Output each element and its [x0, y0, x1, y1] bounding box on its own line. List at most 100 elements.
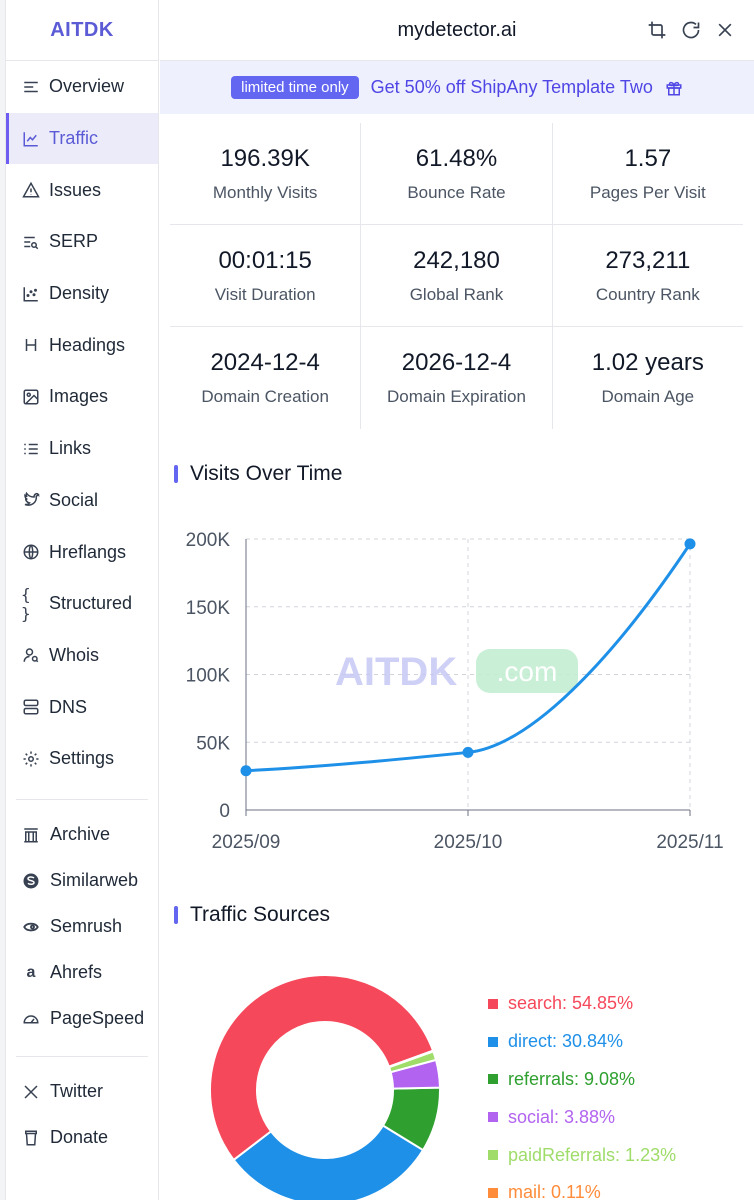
sidebar-item-hreflangs[interactable]: Hreflangs: [6, 526, 158, 578]
legend-item-mail[interactable]: mail: 0.11%: [488, 1174, 676, 1200]
sidebar-item-label: Similarweb: [50, 870, 139, 891]
watermark-suffix: .com: [497, 656, 558, 687]
legend-item-social[interactable]: social: 3.88%: [488, 1098, 676, 1136]
close-icon[interactable]: [714, 19, 736, 41]
watermark-pill: [476, 649, 578, 693]
gift-icon: [665, 79, 683, 97]
scatter-icon: [21, 284, 41, 304]
sidebar-item-dns[interactable]: DNS: [6, 681, 158, 733]
twitter-bird-icon: [21, 490, 41, 510]
semrush-icon: [21, 917, 41, 937]
footer-links: Twitter Donate: [6, 1069, 158, 1161]
sidebar-item-serp[interactable]: SERP: [6, 216, 158, 268]
site-domain: mydetector.ai: [397, 18, 517, 41]
legend-swatch: [488, 1074, 498, 1085]
visits-line-chart: 0 50K 100K 150K 200K 2025/09 2025/10 2025/11 AIT…: [186, 530, 724, 853]
stat-value: 2026-12-4: [401, 349, 512, 376]
x-tick-label: 2025/09: [212, 832, 281, 853]
sidebar-item-label: Density: [49, 283, 110, 304]
legend-label: mail: 0.11%: [508, 1182, 601, 1200]
sidebar-item-structured[interactable]: { } Structured: [6, 578, 158, 630]
donut-slice-search[interactable]: [209, 974, 435, 1162]
sidebar-item-label: Ahrefs: [50, 962, 103, 983]
sidebar-item-overview[interactable]: Overview: [6, 61, 158, 113]
sidebar-item-issues[interactable]: Issues: [6, 164, 158, 216]
sidebar-item-label: Structured: [49, 593, 133, 614]
sidebar-item-label: PageSpeed: [50, 1008, 145, 1029]
promo-text[interactable]: Get 50% off ShipAny Template Two: [370, 77, 653, 97]
stat-card: 1.57 Pages Per Visit: [553, 123, 743, 224]
sidebar-nav: Overview Traffic Issues SERP Density Headings…: [6, 61, 158, 785]
sidebar-item-settings[interactable]: Settings: [6, 733, 158, 785]
stat-card: 1.02 years Domain Age: [553, 327, 743, 429]
heading-icon: [21, 335, 41, 355]
stat-label: Domain Expiration: [387, 387, 526, 406]
sidebar-item-images[interactable]: Images: [6, 371, 158, 423]
sidebar-item-headings[interactable]: Headings: [6, 319, 158, 371]
promo-banner[interactable]: limited time only Get 50% off ShipAny Te…: [160, 61, 754, 114]
sidebar-item-pagespeed[interactable]: PageSpeed: [6, 996, 158, 1042]
external-links: Archive Similarweb Semrush a Ahrefs PageSpeed: [6, 812, 158, 1042]
refresh-icon[interactable]: [680, 19, 702, 41]
series-line: [245, 543, 692, 773]
legend-label: search: 54.85%: [508, 993, 634, 1014]
legend-item-direct[interactable]: direct: 30.84%: [488, 1023, 676, 1061]
legend-swatch: [488, 1150, 498, 1161]
stat-label: Country Rank: [595, 284, 700, 304]
legend-item-search[interactable]: search: 54.85%: [488, 985, 676, 1023]
sidebar-item-label: Semrush: [50, 916, 123, 937]
archive-icon: [21, 825, 41, 845]
legend-swatch: [488, 1036, 498, 1047]
sidebar-item-label: Headings: [49, 334, 126, 355]
stat-card: 61.48% Bounce Rate: [361, 123, 553, 224]
sidebar-item-donate[interactable]: Donate: [6, 1115, 158, 1161]
sidebar-item-twitter[interactable]: Twitter: [6, 1069, 158, 1115]
donut-slice-mail[interactable]: [387, 1049, 435, 1069]
y-tick-label: 50K: [196, 733, 230, 754]
sidebar-item-label: Overview: [49, 76, 125, 97]
sidebar-item-whois[interactable]: Whois: [6, 630, 158, 682]
crop-icon[interactable]: [646, 19, 668, 41]
sidebar-item-ahrefs[interactable]: a Ahrefs: [6, 950, 158, 996]
sidebar-divider: [16, 798, 148, 800]
speedometer-icon: [21, 1009, 41, 1029]
stats-row: 00:01:15 Visit Duration 242,180 Global Rank…: [170, 225, 743, 327]
sidebar-item-label: Archive: [50, 824, 111, 845]
user-search-icon: [21, 645, 41, 665]
server-icon: [21, 697, 41, 717]
promo-badge: limited time only: [231, 76, 359, 99]
stat-card: 242,180 Global Rank: [361, 225, 553, 326]
y-tick-label: 0: [219, 801, 230, 822]
legend-label: referrals: 9.08%: [508, 1068, 636, 1089]
stat-value: 2024-12-4: [210, 349, 320, 376]
section-title-text: Traffic Sources: [190, 903, 331, 926]
image-icon: [21, 387, 41, 407]
sidebar-item-traffic[interactable]: Traffic: [6, 112, 158, 165]
data-point: [240, 765, 252, 777]
data-point: [684, 538, 696, 550]
sidebar-item-archive[interactable]: Archive: [6, 812, 158, 858]
sidebar-item-density[interactable]: Density: [6, 268, 158, 320]
legend-item-paidreferrals[interactable]: paidReferrals: 1.23%: [488, 1136, 676, 1174]
sidebar-item-label: Twitter: [50, 1081, 104, 1102]
stat-value: 61.48%: [415, 144, 498, 172]
stat-card: 196.39K Monthly Visits: [170, 123, 362, 224]
sidebar-item-links[interactable]: Links: [6, 423, 158, 475]
sidebar-item-semrush[interactable]: Semrush: [6, 904, 158, 950]
sidebar-item-social[interactable]: Social: [6, 475, 158, 527]
sidebar-item-label: Hreflangs: [49, 541, 127, 562]
legend-label: social: 3.88%: [508, 1106, 616, 1127]
legend-swatch: [488, 1112, 498, 1123]
stat-card: 00:01:15 Visit Duration: [170, 225, 362, 326]
legend-item-referrals[interactable]: referrals: 9.08%: [488, 1061, 676, 1099]
legend-label: direct: 30.84%: [508, 1031, 624, 1052]
sidebar-item-label: Whois: [49, 644, 100, 665]
stat-value: 1.57: [624, 144, 672, 172]
sidebar-item-similarweb[interactable]: Similarweb: [6, 858, 158, 904]
sidebar-item-label: Social: [49, 489, 99, 510]
stat-value: 273,211: [605, 246, 691, 274]
sidebar-item-label: SERP: [49, 231, 99, 252]
stat-value: 00:01:15: [218, 246, 312, 274]
brand-logo[interactable]: AITDK: [6, 0, 158, 61]
donut-slice-direct[interactable]: [232, 1124, 425, 1200]
